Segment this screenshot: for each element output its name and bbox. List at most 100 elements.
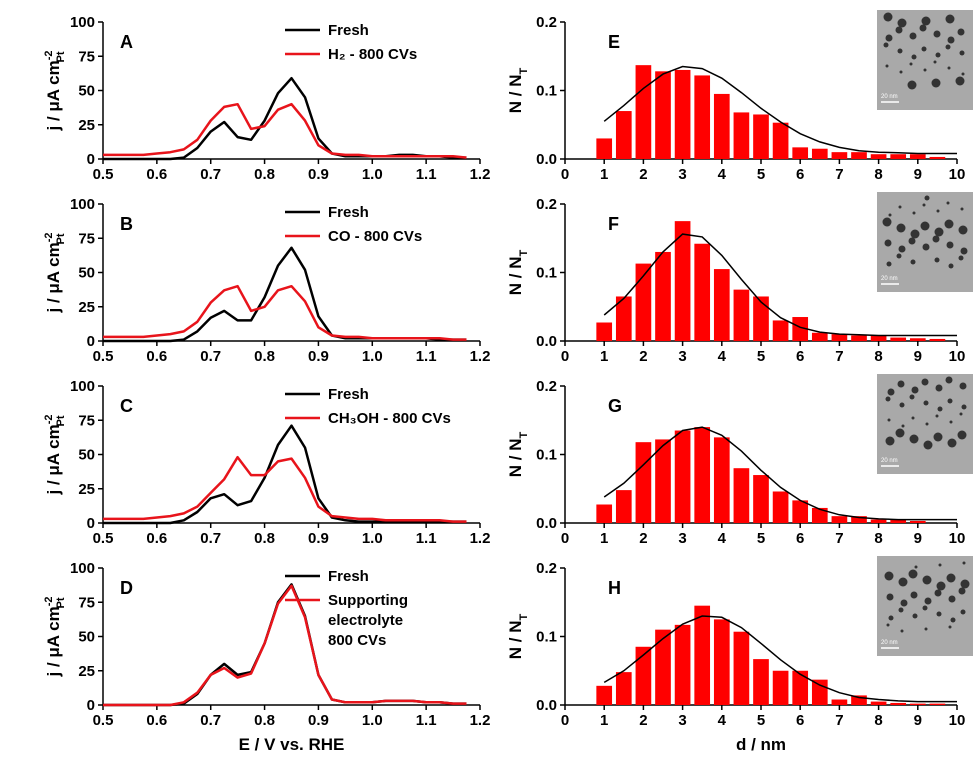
legend-label: H₂ - 800 CVs [328, 46, 417, 63]
y-tick-label: 100 [70, 560, 95, 577]
bar [890, 519, 907, 523]
bar [674, 221, 691, 341]
x-tick-label: 3 [678, 166, 686, 183]
x-tick-label: 1.2 [470, 530, 491, 547]
particle [935, 414, 939, 418]
bar [831, 516, 848, 523]
particle [886, 261, 892, 267]
bar [596, 504, 613, 523]
particle [898, 607, 904, 613]
particle [924, 597, 932, 605]
bar [694, 427, 711, 523]
x-tick-label: 1.0 [362, 712, 383, 729]
bar [851, 516, 867, 523]
panel-label: A [120, 32, 133, 52]
particle [922, 203, 926, 207]
particle [910, 591, 918, 599]
x-tick-label: 2 [639, 348, 647, 365]
bar [851, 335, 867, 341]
x-tick-label: 0.7 [200, 348, 221, 365]
y-label-text: j / μA cm [44, 242, 63, 313]
bar [929, 338, 946, 341]
bar [713, 269, 730, 341]
y-label-text: N / N [506, 257, 525, 296]
x-tick-label: 7 [835, 530, 843, 547]
particle [898, 245, 906, 253]
x-tick-label: 1 [600, 712, 608, 729]
y-label-sup: -2 [43, 596, 55, 606]
particle [887, 388, 895, 396]
bar [831, 334, 848, 341]
legend-label: Supporting electrolyte 800 CVs [328, 592, 408, 649]
bar [772, 320, 789, 341]
particle [945, 376, 953, 384]
bar [596, 685, 613, 705]
particle [922, 605, 928, 611]
particle [922, 243, 930, 251]
particle [921, 46, 927, 52]
fit-curve [603, 233, 957, 337]
y-tick-label: 0.0 [536, 151, 557, 168]
x-tick-label: 0.6 [146, 166, 167, 183]
particle [921, 378, 929, 386]
particle [960, 579, 970, 589]
x-tick-label: 0 [561, 348, 569, 365]
y-label-text: N / N [506, 621, 525, 660]
bar [792, 670, 809, 705]
series-line [103, 284, 467, 341]
bar [890, 702, 907, 705]
bar [615, 111, 632, 159]
bar [890, 337, 907, 341]
bar [811, 332, 828, 341]
x-tick-label: 0.9 [308, 348, 329, 365]
particle [882, 217, 892, 227]
particle [936, 209, 940, 213]
bar [851, 152, 867, 159]
x-tick-label: 4 [718, 530, 727, 547]
y-tick-label: 0.1 [536, 629, 557, 646]
x-tick-label: 10 [949, 166, 966, 183]
particle [962, 561, 966, 565]
particle [914, 565, 918, 569]
bar [772, 491, 789, 523]
particle [935, 384, 943, 392]
x-tick-label: 10 [949, 348, 966, 365]
x-tick-label: 3 [678, 530, 686, 547]
particle [935, 52, 941, 58]
x-tick-label: 7 [835, 166, 843, 183]
particle [909, 394, 915, 400]
y-axis-label: N / NT [506, 432, 530, 478]
bar [753, 114, 769, 159]
y-tick-label: 50 [78, 83, 95, 100]
x-tick-label: 0.6 [146, 712, 167, 729]
particle [885, 436, 895, 446]
bar [909, 520, 926, 523]
y-tick-label: 0.1 [536, 83, 557, 100]
particle [947, 66, 951, 70]
x-tick-label: 3 [678, 348, 686, 365]
particle [908, 237, 916, 245]
legend-label: Fresh [328, 22, 369, 39]
bar [694, 243, 711, 341]
particle [922, 575, 932, 585]
y-tick-label: 25 [78, 299, 95, 316]
particle [946, 573, 956, 583]
y-tick-label: 0.2 [536, 560, 557, 577]
y-tick-label: 25 [78, 117, 95, 134]
x-tick-label: 10 [949, 530, 966, 547]
particle [888, 213, 892, 217]
x-tick-label: 0.7 [200, 530, 221, 547]
x-tick-label: 0.5 [93, 530, 114, 547]
bar [929, 703, 946, 705]
legend-line: electrolyte [328, 612, 403, 629]
particle [947, 438, 957, 448]
bar [655, 71, 671, 159]
bar [655, 439, 671, 523]
particle [896, 223, 906, 233]
x-tick-label: 0.9 [308, 166, 329, 183]
y-label-sup: -2 [43, 414, 55, 424]
y-axis-label: j / μA cm-2Pt [43, 232, 67, 313]
y-tick-label: 100 [70, 196, 95, 213]
x-tick-label: 5 [757, 530, 765, 547]
x-tick-label: 0.8 [254, 712, 275, 729]
